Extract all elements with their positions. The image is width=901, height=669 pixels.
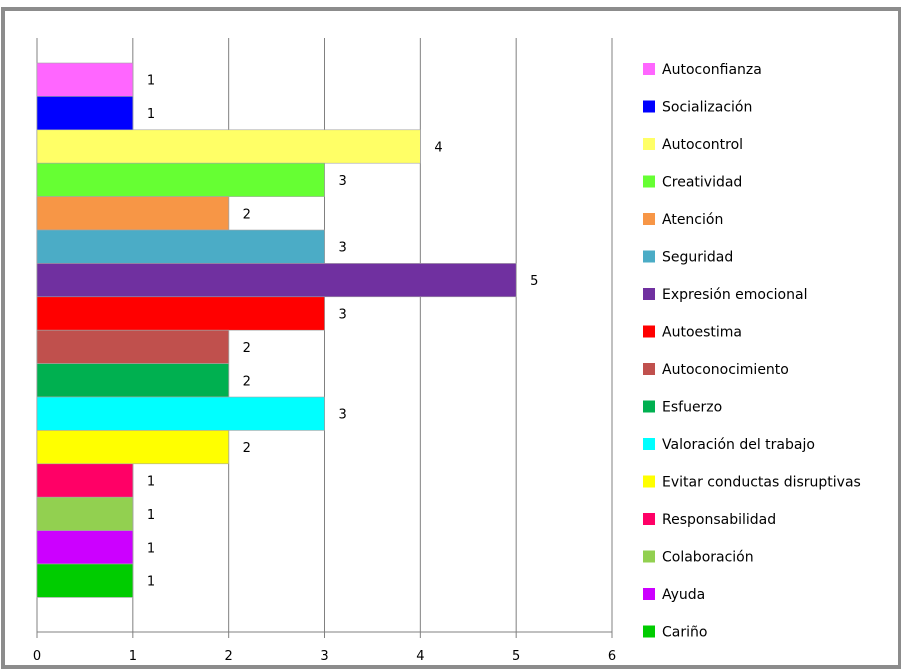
legend-label-responsabilidad: Responsabilidad [662,512,776,528]
data-label-seguridad: 3 [339,241,347,256]
x-tick-label-5: 5 [512,649,520,664]
bar-valoracion-del-trabajo [36,396,325,431]
x-tick-label-4: 4 [416,649,424,664]
legend-swatch-esfuerzo [643,400,655,413]
x-tick-label-0: 0 [33,649,41,664]
data-label-creatividad: 3 [339,174,347,189]
bar-colaboracion [36,496,134,531]
bar-seguridad [36,229,325,264]
bar-autoconfianza [36,62,134,97]
bar-ayuda [36,530,134,565]
x-tick-label-3: 3 [320,649,328,664]
x-axis: 0 1 2 3 4 5 6 [33,631,616,664]
bar-responsabilidad [36,463,134,498]
legend-swatch-autocontrol [643,138,655,150]
legend-label-evitar-conductas-disruptivas: Evitar conductas disruptivas [662,475,861,491]
bar-evitar-conductas-disruptivas [36,430,229,465]
legend-label-creatividad: Creatividad [662,175,742,191]
legend-label-autoconfianza: Autoconfianza [662,62,762,78]
bar-carino [36,563,134,598]
data-label-socializacion: 1 [147,107,155,122]
legend-swatch-atencion [643,213,655,225]
legend-swatch-socializacion [643,100,655,113]
data-label-carino: 1 [147,575,155,590]
data-label-colaboracion: 1 [147,508,155,523]
legend-label-carino: Cariño [662,625,707,641]
bar-expresion-emocional [36,263,517,298]
legend-swatch-creatividad [643,175,655,188]
legend-swatch-autoestima [643,325,655,338]
legend-label-socializacion: Socialización [662,100,752,116]
legend-swatch-evitar-conductas-disruptivas [643,475,655,488]
bar-creatividad [36,162,325,197]
legend-label-esfuerzo: Esfuerzo [662,400,722,416]
data-label-atencion: 2 [243,207,251,222]
data-label-responsabilidad: 1 [147,475,155,490]
bars [36,62,517,598]
bar-atencion [36,196,229,231]
legend-swatch-autoconocimiento [643,363,655,375]
data-label-expresion-emocional: 5 [530,274,538,289]
data-label-autoestima: 3 [339,308,347,323]
legend-swatch-carino [643,625,655,638]
bar-esfuerzo [36,363,229,398]
legend-label-colaboracion: Colaboración [662,550,754,566]
data-label-valoracion-del-trabajo: 3 [339,408,347,423]
legend-label-ayuda: Ayuda [662,587,705,603]
legend-swatch-colaboracion [643,550,655,563]
legend: Autoconfianza Socialización Autocontrol Cre… [643,62,861,641]
legend-swatch-responsabilidad [643,513,655,525]
legend-label-autocontrol: Autocontrol [662,137,743,153]
bar-autoestima [36,296,325,331]
legend-label-autoconocimiento: Autoconocimiento [662,362,789,378]
legend-label-autoestima: Autoestima [662,325,742,341]
data-label-autoconocimiento: 2 [243,341,251,356]
bar-autoconocimiento [36,329,229,364]
data-labels: 1 1 4 3 2 3 5 3 2 2 3 2 1 1 1 1 [147,74,539,590]
bar-socializacion [36,96,134,131]
data-label-autocontrol: 4 [434,141,442,156]
data-label-evitar-conductas-disruptivas: 2 [243,441,251,456]
legend-swatch-expresion-emocional [643,288,655,300]
legend-label-atencion: Atención [662,212,723,228]
x-tick-label-1: 1 [129,649,137,664]
legend-swatch-ayuda [643,588,655,600]
x-tick-label-6: 6 [608,649,616,664]
x-tick-label-2: 2 [225,649,233,664]
legend-label-valoracion-del-trabajo: Valoración del trabajo [662,437,815,453]
data-label-ayuda: 1 [147,541,155,556]
legend-swatch-seguridad [643,250,655,263]
data-label-esfuerzo: 2 [243,374,251,389]
legend-swatch-valoracion-del-trabajo [643,438,655,450]
legend-label-expresion-emocional: Expresión emocional [662,287,807,303]
legend-label-seguridad: Seguridad [662,250,733,266]
bar-autocontrol [36,129,421,164]
data-label-autoconfianza: 1 [147,74,155,89]
legend-swatch-autoconfianza [643,63,655,75]
